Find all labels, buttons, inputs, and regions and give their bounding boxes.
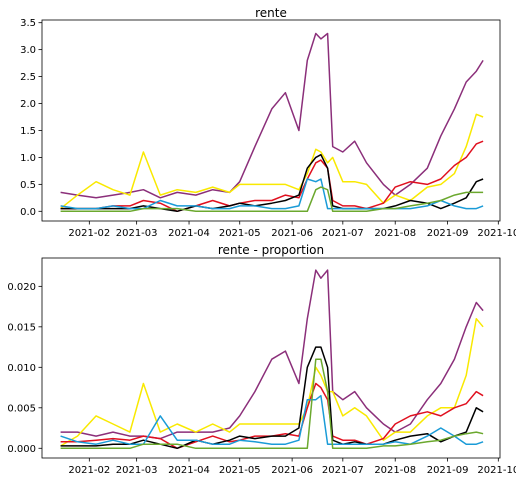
y-tick-label: 1.0 xyxy=(20,153,36,164)
x-tick-label: 2021-05 xyxy=(219,228,261,239)
series-line-2 xyxy=(60,317,484,447)
series-line-5 xyxy=(60,394,484,445)
x-tick-label: 2021-09 xyxy=(427,465,469,476)
series-line-6 xyxy=(60,358,484,450)
y-tick-label: 1.5 xyxy=(20,126,36,137)
x-tick-label: 2021-07 xyxy=(322,228,364,239)
x-tick-label: 2021-08 xyxy=(374,465,416,476)
x-tick-label: 2021-08 xyxy=(374,228,416,239)
x-tick-label: 2021-05 xyxy=(219,465,261,476)
axes-frame xyxy=(41,257,501,459)
y-tick-label: 0.005 xyxy=(7,403,36,414)
y-tick-label: 2.5 xyxy=(20,72,36,83)
x-tick-label: 2021-02 xyxy=(68,228,110,239)
x-tick-label: 2021-07 xyxy=(322,465,364,476)
y-tick-label: 3.5 xyxy=(20,18,36,29)
y-tick-label: 0.0 xyxy=(20,207,36,218)
chart-title: rente xyxy=(255,6,287,20)
y-tick-label: 0.000 xyxy=(7,444,36,455)
x-tick-label: 2021-02 xyxy=(68,465,110,476)
y-tick-label: 0.020 xyxy=(7,282,36,293)
x-tick-label: 2021-04 xyxy=(168,228,210,239)
x-tick-label: 2021-10 xyxy=(477,465,516,476)
y-tick-label: 2.0 xyxy=(20,99,36,110)
series-line-2 xyxy=(60,113,484,210)
series-line-3 xyxy=(60,382,484,450)
series-line-6 xyxy=(60,186,484,213)
x-tick-label: 2021-03 xyxy=(116,228,158,239)
chart-panel-1: rente 0.0 0.5 1.0 1.5 2.0 2.5 3.0 3.5 2021-02 2021… xyxy=(20,6,516,239)
axes-frame xyxy=(41,19,501,222)
series-line-5 xyxy=(60,178,484,210)
y-tick-label: 0.010 xyxy=(7,363,36,374)
chart-title: rente - proportion xyxy=(218,243,324,257)
chart-panel-2: rente - proportion 0.000 0.005 0.010 0.015 0.… xyxy=(7,243,516,476)
y-tick-label: 0.015 xyxy=(7,322,36,333)
x-tick-label: 2021-10 xyxy=(477,228,516,239)
series-line-1 xyxy=(60,32,484,199)
y-tick-label: 3.0 xyxy=(20,45,36,56)
x-tick-label: 2021-06 xyxy=(271,465,313,476)
x-tick-label: 2021-04 xyxy=(168,465,210,476)
y-tick-label: 0.5 xyxy=(20,180,36,191)
x-tick-label: 2021-06 xyxy=(271,228,313,239)
series-line-4 xyxy=(60,153,484,213)
series-line-4 xyxy=(60,346,484,450)
x-tick-label: 2021-03 xyxy=(116,465,158,476)
x-tick-label: 2021-09 xyxy=(427,228,469,239)
